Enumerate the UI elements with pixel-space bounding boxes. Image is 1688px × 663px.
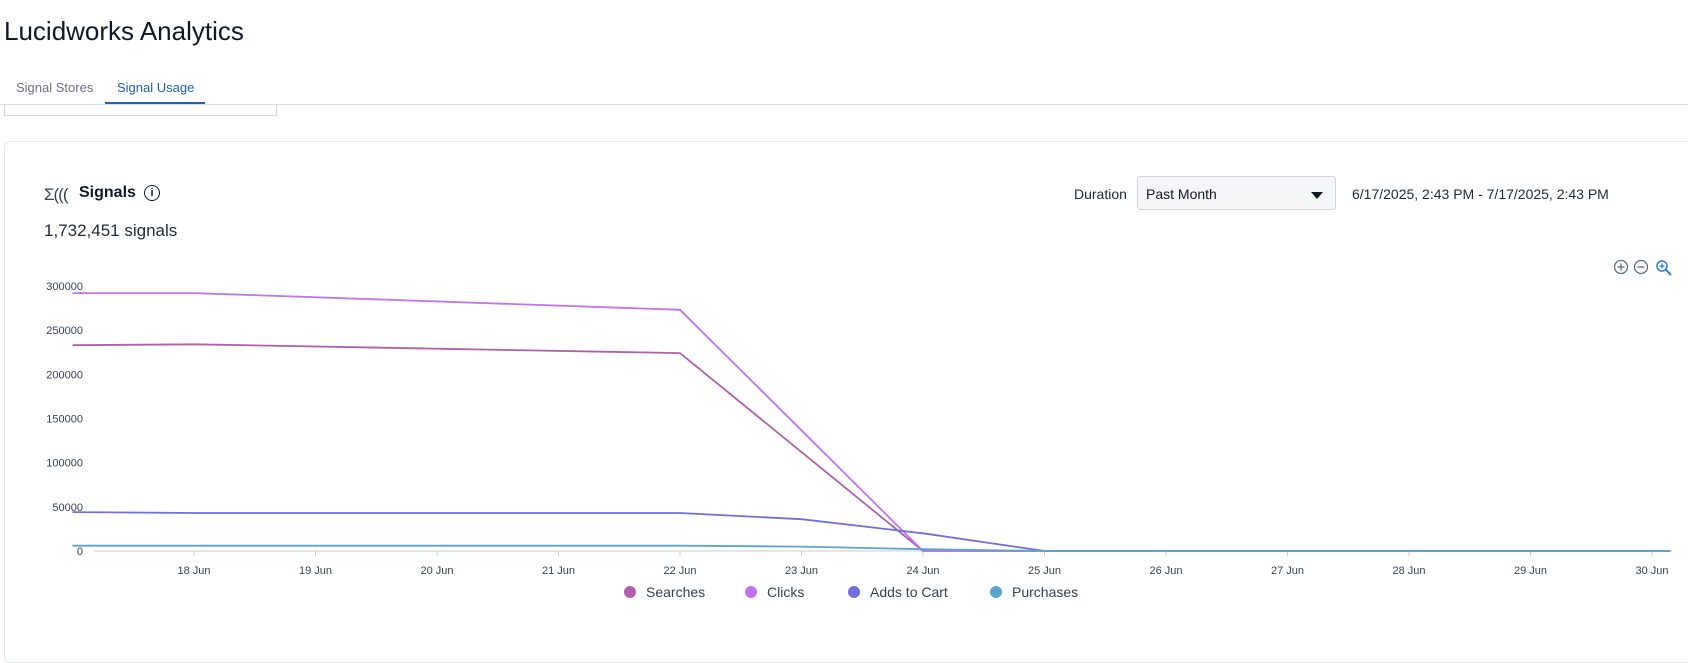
legend-dot-icon <box>624 586 636 598</box>
x-tick-label: 19 Jun <box>299 565 332 577</box>
y-tick-label: 200000 <box>46 369 83 381</box>
info-icon[interactable]: i <box>144 185 160 201</box>
tab-signal-stores[interactable]: Signal Stores <box>16 80 94 95</box>
series-line-purchases[interactable] <box>72 544 1671 552</box>
legend-dot-icon <box>990 586 1002 598</box>
x-tick-label: 23 Jun <box>785 565 818 577</box>
signals-icon: Σ((( <box>44 185 68 204</box>
app-title: Lucidworks Analytics <box>4 16 244 46</box>
x-tick-label: 26 Jun <box>1149 565 1182 577</box>
tab-bar: Signal Stores Signal Usage <box>0 70 1688 105</box>
series-line-searches[interactable] <box>72 343 1671 552</box>
x-tick-label: 30 Jun <box>1635 565 1668 577</box>
legend-item-searches[interactable]: Searches <box>624 584 705 600</box>
panel-title: Signals <box>79 184 136 201</box>
legend-dot-icon <box>745 586 757 598</box>
x-tick-label: 28 Jun <box>1392 565 1425 577</box>
x-tick-label: 27 Jun <box>1271 565 1304 577</box>
duration-selected-value: Past Month <box>1146 186 1217 202</box>
legend-item-clicks[interactable]: Clicks <box>745 584 804 600</box>
legend-label: Purchases <box>1012 584 1079 600</box>
x-tick-label: 29 Jun <box>1514 565 1547 577</box>
y-tick-label: 150000 <box>46 414 83 426</box>
x-tick-label: 25 Jun <box>1028 565 1061 577</box>
legend-item-adds-to-cart[interactable]: Adds to Cart <box>848 584 948 600</box>
active-tab-indicator <box>105 102 205 104</box>
zoom-in-icon[interactable] <box>1613 259 1629 275</box>
zoom-out-icon[interactable] <box>1633 259 1649 275</box>
chart-legend: Searches Clicks Adds to Cart Purchases <box>0 584 1688 606</box>
y-tick-label: 300000 <box>46 281 83 293</box>
legend-label: Adds to Cart <box>870 584 948 600</box>
x-tick-label: 18 Jun <box>177 565 210 577</box>
signals-panel <box>4 141 1688 663</box>
sub-toolbar <box>4 104 277 116</box>
legend-dot-icon <box>848 586 860 598</box>
zoom-reset-icon[interactable] <box>1655 259 1673 277</box>
y-tick-label: 50000 <box>52 502 83 514</box>
duration-label: Duration <box>1074 186 1127 202</box>
legend-label: Clicks <box>767 584 805 600</box>
y-tick-label: 250000 <box>46 325 83 337</box>
y-tick-label: 0 <box>77 546 83 558</box>
x-tick-label: 21 Jun <box>542 565 575 577</box>
legend-label: Searches <box>646 584 706 600</box>
duration-select[interactable]: Past Month <box>1137 176 1336 210</box>
tab-signal-usage[interactable]: Signal Usage <box>117 80 195 95</box>
y-tick-label: 100000 <box>46 458 83 470</box>
date-range: 6/17/2025, 2:43 PM - 7/17/2025, 2:43 PM <box>1352 186 1609 202</box>
chevron-down-icon <box>1311 192 1323 199</box>
signal-count: 1,732,451 signals <box>44 221 178 240</box>
legend-item-purchases[interactable]: Purchases <box>990 584 1078 600</box>
x-tick-label: 20 Jun <box>420 565 453 577</box>
x-tick-label: 22 Jun <box>663 565 696 577</box>
x-tick-label: 24 Jun <box>906 565 939 577</box>
signals-line-chart: 0 50000 100000 150000 200000 250000 300000 18 J… <box>46 281 1672 577</box>
